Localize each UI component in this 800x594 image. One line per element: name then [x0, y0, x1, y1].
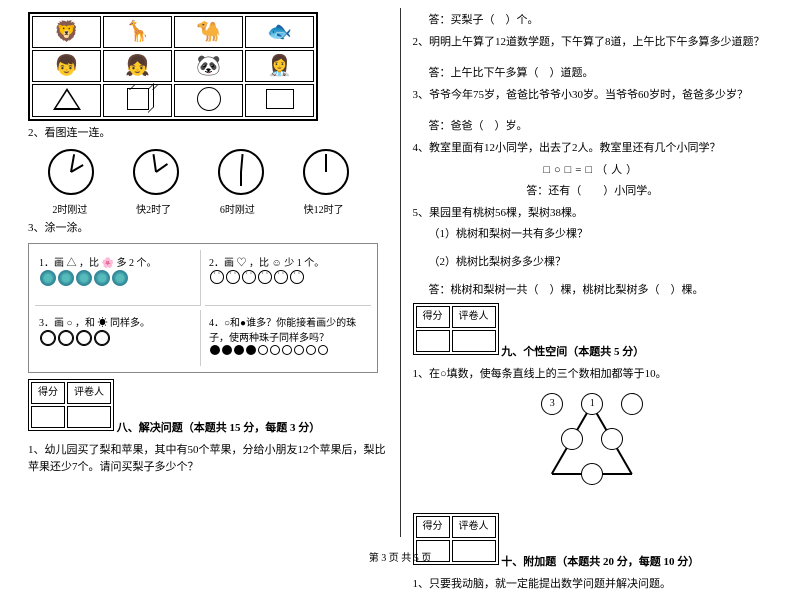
score-section-9: 得分评卷人 九、个性空间（本题共 5 分） [413, 303, 773, 362]
score-section-10: 得分评卷人 十、附加题（本题共 20 分，每题 10 分） [413, 513, 773, 572]
q3-text-r: 3、爷爷今年75岁，爸爸比爷爷小30岁。当爷爷60岁时，爸爸多少岁？ [413, 87, 773, 105]
fill-text-1: 1．画 △ ，比 🌸 多 2 个。 [39, 254, 196, 269]
cube-shape [127, 88, 149, 110]
clocks-row [28, 149, 368, 195]
fill-text-3: 3．画 ○ ，和 ☀ 同样多。 [39, 314, 196, 329]
grader-label: 评卷人 [67, 382, 111, 404]
score-section-8: 得分评卷人 八、解决问题（本题共 15 分，每题 3 分） [28, 379, 388, 438]
score-label-9: 得分 [416, 306, 450, 328]
clock-label-1: 2时刚过 [52, 201, 87, 216]
q2-text-r: 2、明明上午算了12道数学题，下午算了8道，上午比下午多算多少道题？ [413, 34, 773, 52]
tri-node-ml [561, 428, 583, 450]
clock-labels: 2时刚过 快2时了 6时刚过 快12时了 [28, 201, 368, 216]
camel-icon: 🐪 [194, 19, 224, 45]
a3-text: 答：爸爸（ ）岁。 [429, 118, 773, 136]
q10-1-text: 1、只要我动脑，就一定能提出数学问题并解决问题。 [413, 576, 773, 594]
clock-4 [303, 149, 349, 195]
right-column: 答：买梨子（ ）个。 2、明明上午算了12道数学题，下午算了8道，上午比下午多算… [405, 8, 781, 537]
fill-text-4: 4．○和●谁多？你能接着画少的珠子，使两种珠子同样多吗？ [209, 314, 367, 344]
circle-shape [197, 87, 221, 111]
giraffe-icon: 🦒 [123, 19, 153, 45]
girl-icon: 👧 [123, 53, 153, 79]
score-box-8: 得分评卷人 [28, 379, 114, 431]
q2-text: 2、看图连一连。 [28, 125, 388, 143]
section10-title: 十、附加题（本题共 20 分，每题 10 分） [501, 556, 699, 568]
picture-grid-table: 🦁 🦒 🐪 🐟 👦 👧 🐼 👩‍⚕️ [28, 12, 318, 121]
triangle-shape [53, 88, 81, 110]
section9-title: 九、个性空间（本题共 5 分） [501, 346, 644, 358]
fill-text-2: 2．画 ♡ ，比 ☺ 少 1 个。 [209, 254, 367, 269]
fill-cell-1: 1．画 △ ，比 🌸 多 2 个。 [35, 250, 201, 306]
boy-icon: 👦 [52, 53, 82, 79]
tri-node-mb [581, 463, 603, 485]
clock-label-2: 快2时了 [136, 201, 171, 216]
q3-text: 3、涂一涂。 [28, 220, 388, 238]
tri-node-bl: 3 [541, 393, 563, 415]
q5-text: 5、果园里有桃树56棵，梨树38棵。 [413, 205, 773, 223]
nurse-icon: 👩‍⚕️ [265, 53, 295, 79]
q4-box: □○□=□（人） [413, 162, 773, 180]
panda-icon: 🐼 [194, 53, 224, 79]
lion-icon: 🦁 [52, 19, 82, 45]
fill-cell-4: 4．○和●谁多？你能接着画少的珠子，使两种珠子同样多吗？ [205, 310, 371, 366]
tri-node-br [621, 393, 643, 415]
fill-cell-2: 2．画 ♡ ，比 ☺ 少 1 个。 [205, 250, 371, 306]
q9-1-text: 1、在○填数，使每条直线上的三个数相加都等于10。 [413, 366, 773, 384]
column-divider [400, 8, 401, 537]
score-label-10: 得分 [416, 516, 450, 538]
fish-icon: 🐟 [265, 19, 295, 45]
tri-node-mr [601, 428, 623, 450]
a2-text: 答：上午比下午多算（ ）道题。 [429, 65, 773, 83]
q4-text: 4、教室里面有12小同学，出去了2人。教室里还有几个小同学？ [413, 140, 773, 158]
grader-label-9: 评卷人 [452, 306, 496, 328]
clock-3 [218, 149, 264, 195]
triangle-diagram: 1 3 [522, 393, 662, 503]
a4-text: 答：还有（ ）小同学。 [413, 183, 773, 201]
clock-1 [48, 149, 94, 195]
q5-1-text: （1）桃树和梨树一共有多少棵？ [429, 226, 773, 244]
rectangle-shape [266, 89, 294, 109]
clock-2 [133, 149, 179, 195]
left-column: 🦁 🦒 🐪 🐟 👦 👧 🐼 👩‍⚕️ 2、看图连一连。 [20, 8, 396, 537]
a5-text: 答：桃树和梨树一共（ ）棵，桃树比梨树多（ ）棵。 [429, 282, 773, 300]
a1-text: 答：买梨子（ ）个。 [429, 12, 773, 30]
section8-title: 八、解决问题（本题共 15 分，每题 3 分） [117, 422, 321, 434]
clock-label-3: 6时刚过 [220, 201, 255, 216]
q5-2-text: （2）桃树比梨树多多少棵？ [429, 254, 773, 272]
q8-1-text: 1、幼儿园买了梨和苹果，其中有50个苹果，分给小朋友12个苹果后，梨比苹果还少7… [28, 442, 388, 477]
fill-cell-3: 3．画 ○ ，和 ☀ 同样多。 [35, 310, 201, 366]
fill-exercise-box: 1．画 △ ，比 🌸 多 2 个。 2．画 ♡ ，比 ☺ 少 1 个。 3．画 … [28, 243, 378, 373]
grader-label-10: 评卷人 [452, 516, 496, 538]
clock-label-4: 快12时了 [304, 201, 344, 216]
tri-node-top: 1 [581, 393, 603, 415]
score-label: 得分 [31, 382, 65, 404]
score-box-9: 得分评卷人 [413, 303, 499, 355]
